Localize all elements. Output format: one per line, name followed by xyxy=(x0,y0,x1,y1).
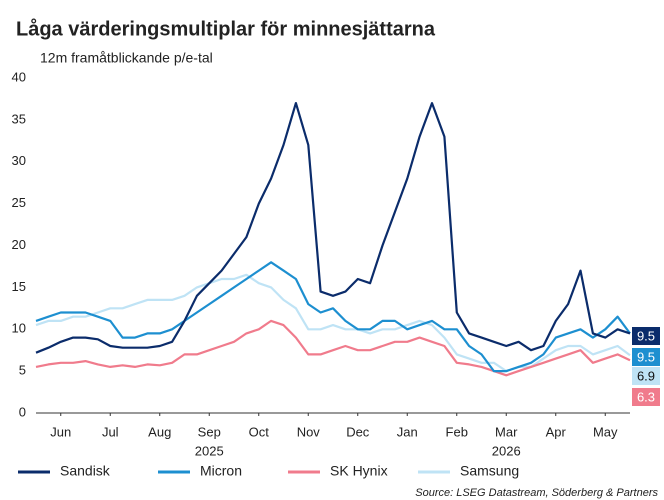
x-tick-label: Mar xyxy=(495,424,518,439)
x-tick-label: Dec xyxy=(346,424,370,439)
chart-title: Låga värderingsmultiplar för minnesjätta… xyxy=(16,17,436,40)
end-label: 6.9 xyxy=(637,368,655,383)
x-tick-label: May xyxy=(593,424,618,439)
year-label: 2026 xyxy=(492,443,521,458)
end-label: 9.5 xyxy=(637,328,655,343)
x-tick-label: Jun xyxy=(50,424,71,439)
x-tick-label: Apr xyxy=(546,424,567,439)
x-tick-label: Jul xyxy=(102,424,119,439)
y-tick-label: 5 xyxy=(19,363,26,378)
y-tick-label: 35 xyxy=(12,111,26,126)
x-tick-label: Feb xyxy=(446,424,468,439)
series-line xyxy=(35,319,631,377)
y-tick-label: 15 xyxy=(12,279,26,294)
y-tick-label: 10 xyxy=(12,321,26,336)
y-tick-label: 25 xyxy=(12,195,26,210)
x-tick-label: Nov xyxy=(297,424,321,439)
legend-label: Samsung xyxy=(460,463,519,479)
legend-label: SK Hynix xyxy=(330,463,388,479)
series-line xyxy=(35,261,631,373)
legend-label: Micron xyxy=(200,463,242,479)
end-label-box xyxy=(632,367,660,385)
end-label-box xyxy=(632,327,660,345)
x-tick-label: Jan xyxy=(397,424,418,439)
y-tick-label: 30 xyxy=(12,153,26,168)
end-label: 6.3 xyxy=(637,389,655,404)
legend-label: Sandisk xyxy=(60,463,111,479)
x-tick-label: Aug xyxy=(148,424,171,439)
y-tick-label: 40 xyxy=(12,69,26,84)
end-label: 9.5 xyxy=(637,349,655,364)
y-tick-label: 20 xyxy=(12,237,26,252)
end-label-box xyxy=(632,348,660,366)
year-label: 2025 xyxy=(195,443,224,458)
y-tick-label: 0 xyxy=(19,404,26,419)
x-tick-label: Oct xyxy=(249,424,270,439)
x-tick-label: Sep xyxy=(198,424,221,439)
source: Source: LSEG Datastream, Söderberg & Par… xyxy=(415,487,658,499)
series-line xyxy=(35,102,631,354)
end-label-box xyxy=(632,388,660,406)
chart-subtitle: 12m framåtblickande p/e-tal xyxy=(40,50,213,66)
